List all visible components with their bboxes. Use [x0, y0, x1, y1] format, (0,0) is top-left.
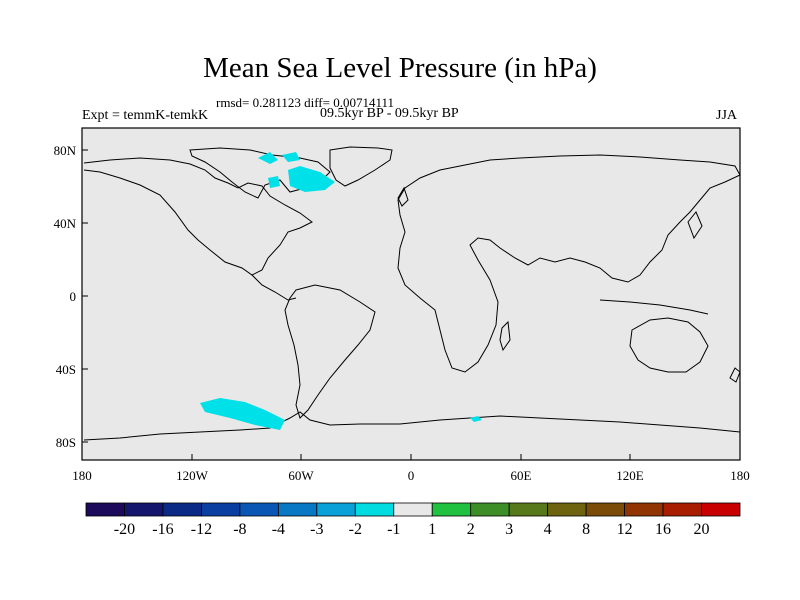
colorbar-label: -12 — [191, 521, 212, 538]
colorbar: -20 -16 -12 -8 -4 -3 -2 -1 1 2 3 4 8 12 16 20 — [85, 502, 741, 538]
new-zealand-coast — [729, 367, 741, 383]
greenland-coast — [329, 146, 393, 187]
anomaly-region — [258, 152, 278, 164]
south-america-coast — [284, 284, 376, 419]
lon-tick-label: 0 — [408, 468, 415, 483]
colorbar-swatch — [85, 502, 125, 517]
colorbar-swatch — [201, 502, 241, 517]
colorbar-swatch — [316, 502, 356, 517]
colorbar-label: -4 — [272, 521, 285, 538]
colorbar-label: -8 — [233, 521, 246, 538]
british-isles-coast — [397, 186, 409, 207]
lat-tick-label: 0 — [70, 289, 77, 304]
colorbar-label: -3 — [310, 521, 323, 538]
lat-tick-label: 80N — [54, 143, 77, 158]
colorbar-label: -1 — [387, 521, 400, 538]
coastlines — [83, 146, 741, 441]
colorbar-label: 3 — [505, 521, 513, 538]
anomaly-region — [282, 152, 300, 162]
anomaly-shading — [200, 152, 482, 430]
colorbar-swatch — [431, 502, 472, 517]
lon-tick-label: 60W — [288, 468, 314, 483]
lon-tick-label: 180 — [72, 468, 92, 483]
eurasia-africa-coast — [397, 154, 741, 373]
colorbar-swatch — [508, 502, 549, 517]
lat-tick-label: 40N — [54, 216, 77, 231]
colorbar-swatch — [162, 502, 202, 517]
lat-tick-label: 80S — [56, 435, 76, 450]
map-frame — [81, 127, 741, 461]
axis-ticks — [81, 149, 741, 460]
north-america-coast — [83, 157, 313, 276]
colorbar-swatch — [585, 502, 625, 517]
colorbar-label: 20 — [694, 521, 710, 538]
page-title: Mean Sea Level Pressure (in hPa) — [203, 52, 597, 84]
colorbar-swatch — [239, 502, 279, 517]
colorbar-swatch — [354, 502, 395, 517]
anomaly-region — [288, 166, 335, 192]
lon-tick-label: 120E — [616, 468, 644, 483]
period-label: 09.5kyr BP - 09.5kyr BP — [320, 106, 459, 121]
anomaly-region — [470, 416, 482, 422]
anomaly-region — [268, 176, 280, 188]
colorbar-label: 8 — [582, 521, 590, 538]
lon-tick-label: 60E — [511, 468, 532, 483]
japan-coast — [687, 211, 703, 240]
colorbar-swatch — [547, 502, 587, 517]
colorbar-swatch — [124, 502, 164, 517]
experiment-label: Expt = temmK-temkK — [82, 108, 209, 123]
lon-tick-labels: 180 120W 60W 0 60E 120E 180 — [72, 468, 750, 483]
colorbar-swatch — [662, 502, 702, 517]
indonesia-coast — [599, 299, 709, 315]
anomaly-region — [200, 398, 285, 430]
antarctica-coast — [83, 411, 741, 441]
colorbar-label: 1 — [428, 521, 436, 538]
season-label: JJA — [716, 108, 738, 123]
lat-tick-label: 40S — [56, 362, 76, 377]
lon-tick-label: 180 — [730, 468, 750, 483]
australia-coast — [629, 317, 709, 373]
colorbar-label: 16 — [655, 521, 671, 538]
lat-tick-labels: 80N 40N 0 40S 80S — [54, 143, 77, 450]
colorbar-swatch — [624, 502, 664, 517]
colorbar-label: 12 — [617, 521, 633, 538]
colorbar-label: -2 — [349, 521, 362, 538]
colorbar-swatch — [277, 502, 318, 517]
colorbar-label: 4 — [544, 521, 552, 538]
lon-tick-label: 120W — [176, 468, 209, 483]
central-america-coast — [251, 274, 297, 301]
stats-label: rmsd= 0.281123 diff= 0.00714111 — [216, 95, 395, 110]
colorbar-swatch — [701, 502, 741, 517]
colorbar-label: -20 — [114, 521, 135, 538]
madagascar-coast — [499, 320, 511, 352]
colorbar-swatch — [470, 502, 510, 517]
colorbar-swatch — [393, 502, 433, 517]
colorbar-label: -16 — [152, 521, 173, 538]
colorbar-label: 2 — [467, 521, 475, 538]
